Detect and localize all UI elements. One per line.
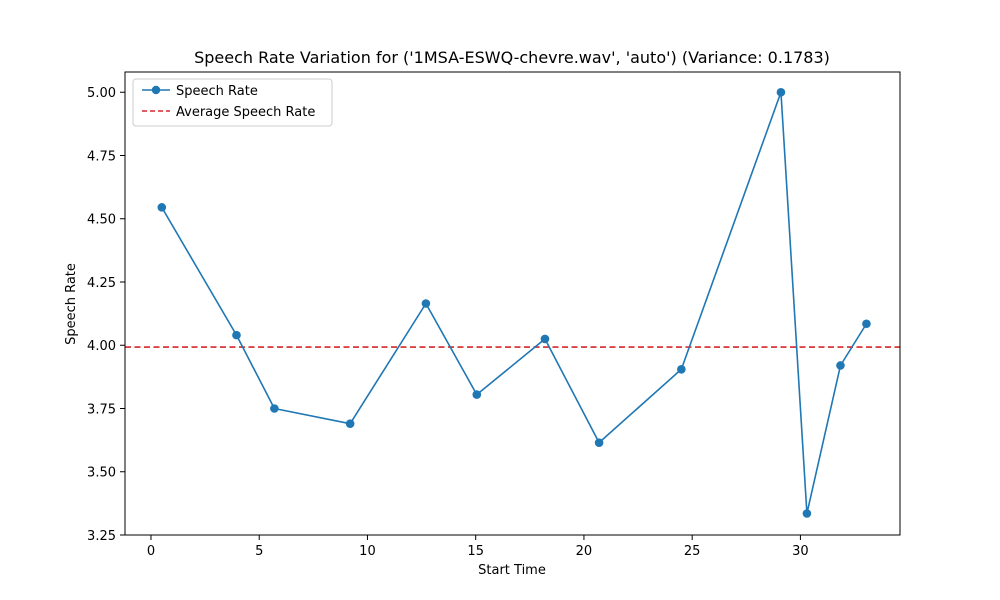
speech-rate-point — [540, 334, 550, 344]
y-tick-label: 4.25 — [87, 276, 116, 291]
x-tick-label: 15 — [467, 544, 484, 559]
speech-rate-point — [677, 364, 686, 374]
y-tick-label: 4.50 — [87, 213, 116, 228]
y-axis-label: Speech Rate — [64, 263, 79, 345]
axes-frame — [124, 71, 901, 536]
y-axis-ticks: 3.25 3.50 3.75 4.00 4.25 4.50 4.75 5.00 — [87, 86, 125, 544]
speech-rate-point — [836, 361, 845, 370]
speech-rate-point — [472, 390, 482, 399]
y-tick-label: 3.50 — [87, 466, 116, 481]
x-tick-label: 0 — [147, 544, 155, 559]
x-tick-label: 30 — [792, 544, 809, 559]
legend-speech-rate-marker — [151, 85, 161, 95]
legend: Speech Rate Average Speech Rate — [132, 78, 333, 127]
plot-area — [125, 87, 900, 518]
speech-rate-point — [594, 438, 604, 447]
chart-title: Speech Rate Variation for ('1MSA-ESWQ-ch… — [194, 48, 830, 67]
x-tick-label: 5 — [255, 544, 263, 559]
speech-rate-point — [421, 299, 431, 308]
series-points — [157, 87, 871, 518]
y-tick-label: 3.75 — [87, 402, 116, 417]
speech-rate-point — [345, 419, 355, 428]
y-tick-label: 4.75 — [87, 149, 116, 164]
x-axis-label: Start Time — [478, 563, 546, 578]
y-tick-label: 4.00 — [87, 339, 116, 354]
y-tick-label: 3.25 — [87, 529, 116, 544]
legend-average-label: Average Speech Rate — [176, 105, 315, 120]
speech-rate-point — [802, 509, 812, 518]
legend-speech-rate-label: Speech Rate — [176, 84, 258, 99]
x-tick-label: 20 — [576, 544, 593, 559]
y-tick-label: 5.00 — [87, 86, 116, 101]
speech-rate-point — [157, 203, 167, 212]
speech-rate-point — [270, 404, 279, 413]
speech-rate-point — [776, 87, 786, 97]
x-tick-label: 25 — [684, 544, 701, 559]
speech-rate-point — [862, 319, 871, 329]
speech-rate-point — [232, 330, 241, 340]
x-tick-label: 10 — [359, 544, 376, 559]
x-axis-ticks: 0 5 10 15 20 25 30 — [147, 535, 809, 559]
legend-box — [132, 78, 333, 127]
